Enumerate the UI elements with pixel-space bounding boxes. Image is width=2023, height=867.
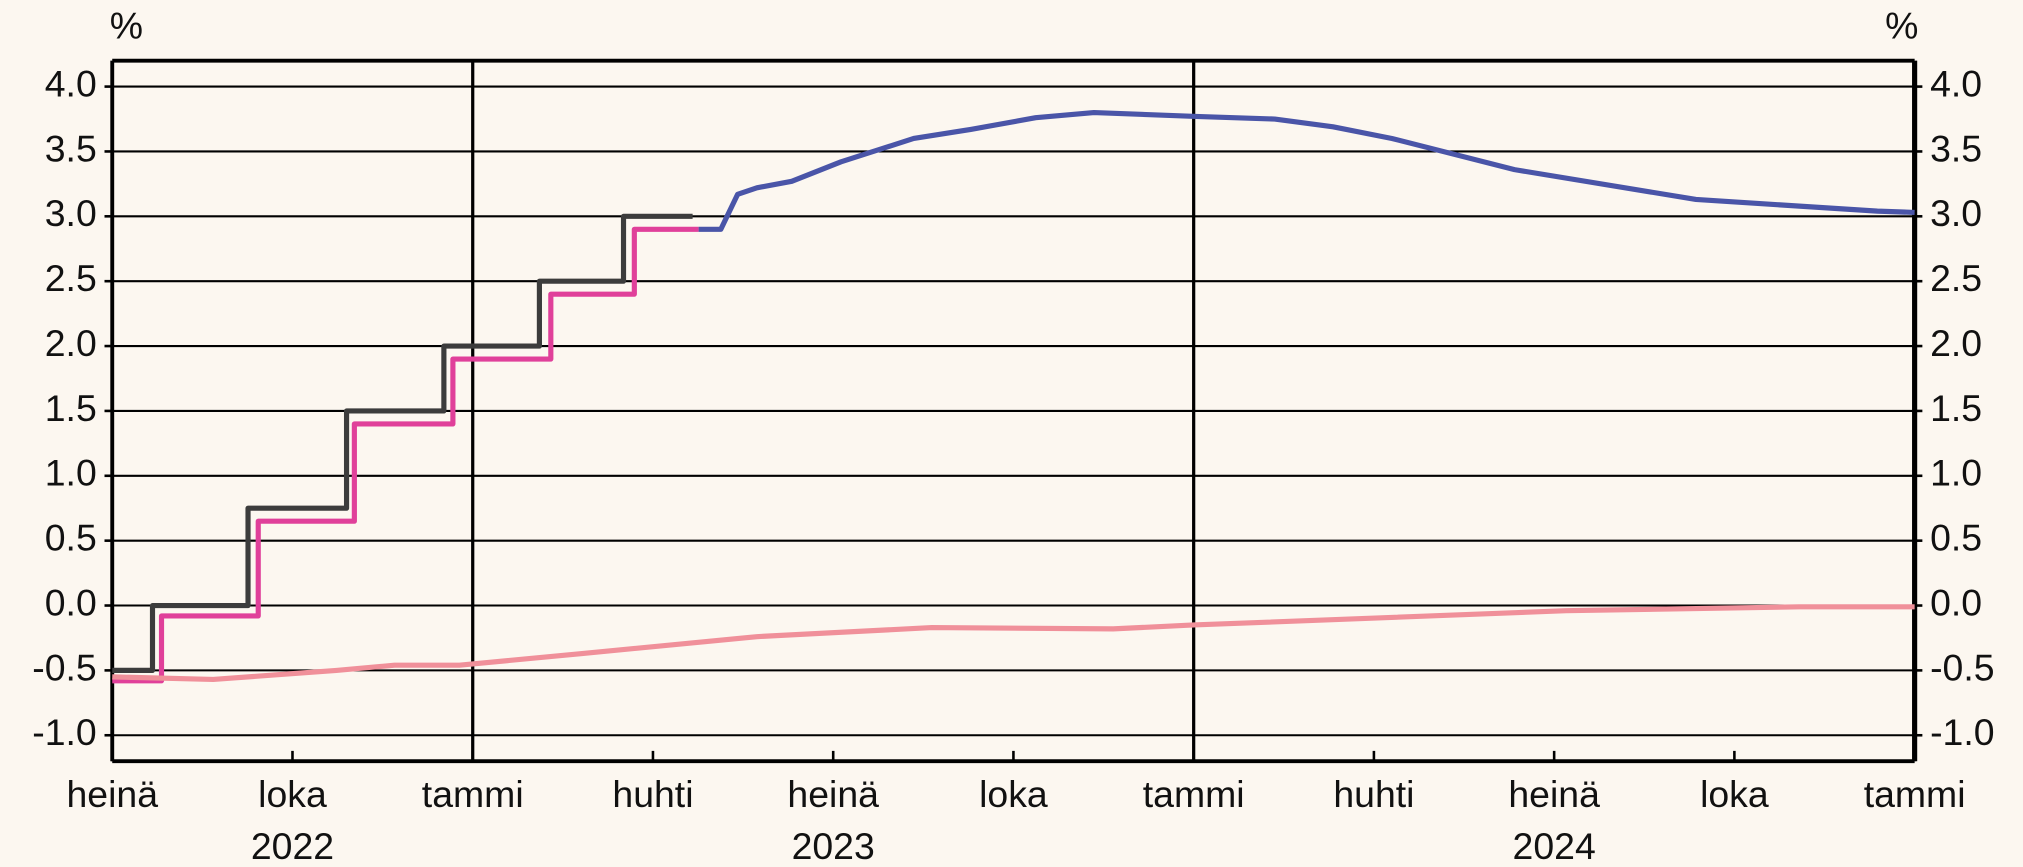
y2-tick-label: 3.0 [1930,192,1982,234]
x-tick-label: loka [1700,773,1769,815]
y-tick-label: 1.0 [45,452,97,494]
y2-axis-label: % [1885,4,1918,46]
series-line [112,226,699,684]
x-tick-label: heinä [787,773,879,815]
y-tick-label: 0.5 [45,517,97,559]
x-tick-label: heinä [1508,773,1600,815]
x-tick-label: loka [258,773,327,815]
series-line [112,604,1915,683]
y2-tick-label: 3.5 [1930,127,1982,169]
series-line [698,109,1915,232]
y2-tick-label: 2.5 [1930,257,1982,299]
x-tick-label: tammi [1143,773,1245,815]
y2-tick-label: -1.0 [1930,711,1994,753]
y2-tick-label: 1.5 [1930,387,1982,429]
year-label: 2024 [1513,825,1596,867]
y2-tick-label: 1.0 [1930,452,1982,494]
y2-tick-label: -0.5 [1930,646,1994,688]
y-tick-label: -1.0 [32,711,96,753]
y-tick-label: 2.0 [45,322,97,364]
x-tick-label: huhti [1333,773,1414,815]
y-tick-label: 4.0 [45,62,97,104]
x-tick-label: heinä [66,773,158,815]
series-line [112,213,693,673]
y-tick-label: 1.5 [45,387,97,429]
x-tick-label: tammi [422,773,524,815]
y2-tick-label: 0.0 [1930,581,1982,623]
x-tick-label: tammi [1864,773,1966,815]
y2-tick-label: 4.0 [1930,62,1982,104]
year-label: 2022 [251,825,334,867]
y-tick-label: 3.5 [45,127,97,169]
y-tick-label: 2.5 [45,257,97,299]
x-tick-label: loka [979,773,1048,815]
x-tick-label: huhti [612,773,693,815]
y-tick-label: -0.5 [32,646,96,688]
y2-tick-label: 0.5 [1930,517,1982,559]
y-tick-label: 0.0 [45,581,97,623]
y-axis-label: % [110,4,143,46]
y-tick-label: 3.0 [45,192,97,234]
y2-tick-label: 2.0 [1930,322,1982,364]
year-label: 2023 [792,825,875,867]
